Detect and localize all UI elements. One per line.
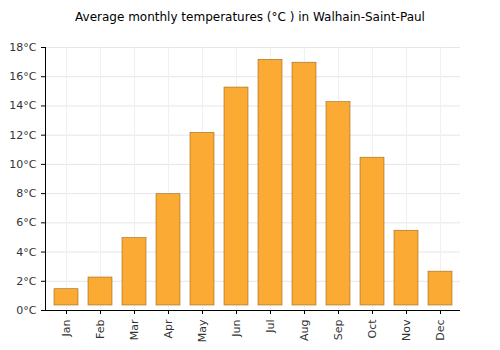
svg-text:Sep: Sep — [332, 319, 345, 340]
svg-text:Apr: Apr — [162, 319, 175, 339]
svg-text:Nov: Nov — [400, 319, 413, 341]
svg-text:Oct: Oct — [366, 319, 379, 339]
svg-text:0°C: 0°C — [16, 304, 36, 317]
svg-text:Jan: Jan — [60, 319, 73, 337]
svg-text:14°C: 14°C — [9, 99, 36, 112]
svg-text:12°C: 12°C — [9, 129, 36, 142]
html-text:Average monthly temperatures (: Average monthly temperatures (°C ) in Wa… — [75, 10, 425, 24]
svg-text:Aug: Aug — [298, 320, 311, 341]
svg-text:8°C: 8°C — [16, 187, 36, 200]
svg-text:10°C: 10°C — [9, 158, 36, 171]
svg-text:Dec: Dec — [434, 320, 447, 341]
svg-text:6°C: 6°C — [16, 216, 36, 229]
svg-text:2°C: 2°C — [16, 275, 36, 288]
svg-text:Jul: Jul — [264, 320, 277, 334]
svg-text:18°C: 18°C — [9, 41, 36, 54]
svg-text:Mar: Mar — [128, 319, 141, 340]
svg-text:May: May — [196, 319, 209, 342]
svg-text:16°C: 16°C — [9, 70, 36, 83]
svg-text:Jun: Jun — [230, 319, 243, 337]
svg-text:4°C: 4°C — [16, 246, 36, 259]
svg-text:Feb: Feb — [94, 319, 107, 338]
